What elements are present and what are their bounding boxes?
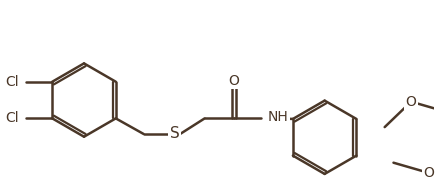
Text: Cl: Cl <box>5 111 19 125</box>
Text: O: O <box>405 95 416 109</box>
Text: O: O <box>228 74 239 88</box>
Text: S: S <box>170 126 180 141</box>
Text: NH: NH <box>268 110 289 124</box>
Text: O: O <box>423 166 434 180</box>
Text: Cl: Cl <box>5 75 19 89</box>
